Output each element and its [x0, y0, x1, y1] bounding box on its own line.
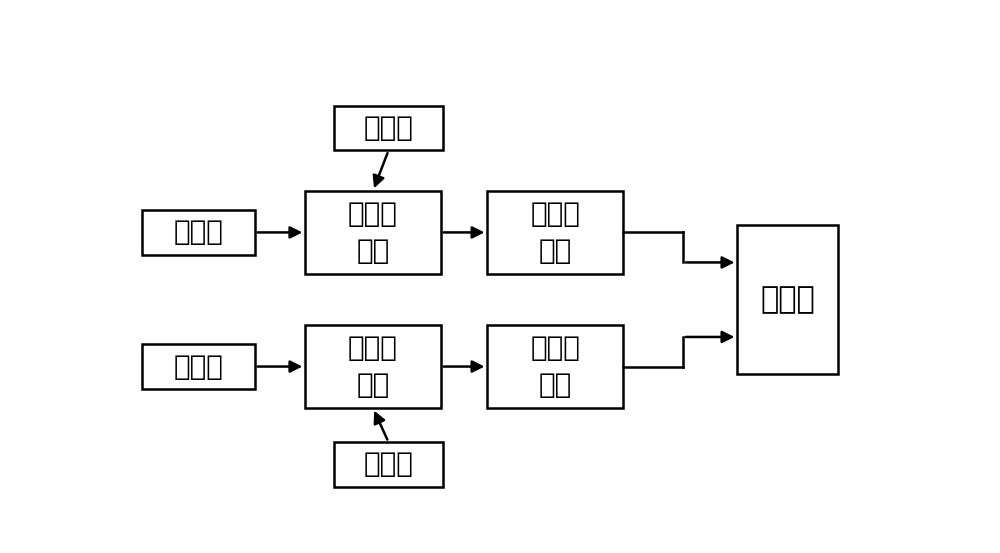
Bar: [305, 325, 441, 408]
Bar: [487, 325, 623, 408]
Text: 偏振控
制器: 偏振控 制器: [530, 334, 580, 399]
Text: 电信号: 电信号: [364, 114, 413, 142]
Text: 偏振控
制器: 偏振控 制器: [530, 200, 580, 265]
Bar: [737, 225, 838, 374]
Bar: [142, 210, 255, 255]
Text: 相位调
制器: 相位调 制器: [348, 200, 398, 265]
Bar: [334, 442, 443, 487]
Bar: [334, 106, 443, 150]
Text: 电信号: 电信号: [364, 451, 413, 478]
Bar: [305, 191, 441, 274]
Text: 光信号: 光信号: [174, 218, 224, 247]
Text: 光信号: 光信号: [174, 353, 224, 380]
Text: 相位调
制器: 相位调 制器: [348, 334, 398, 399]
Text: 耦合器: 耦合器: [760, 285, 815, 314]
Bar: [487, 191, 623, 274]
Bar: [142, 344, 255, 389]
